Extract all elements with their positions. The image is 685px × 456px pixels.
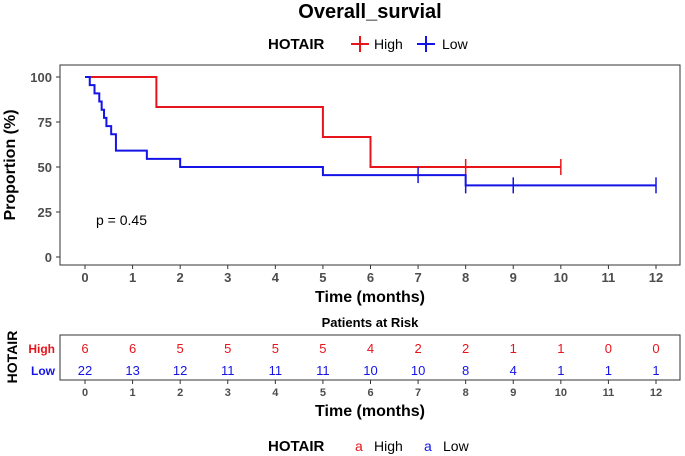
risk-cell-low: 11 (316, 363, 330, 378)
legend-title: HOTAIR (268, 36, 325, 53)
bottom-legend-glyph-low: a (424, 438, 432, 454)
risk-cell-high: 0 (652, 341, 659, 356)
x-tick-label: 6 (367, 270, 374, 285)
legend-label-low: Low (442, 36, 469, 52)
bottom-legend-label-low: Low (443, 438, 470, 454)
risk-cell-high: 6 (129, 341, 136, 356)
risk-x-tick-label: 12 (650, 387, 662, 399)
risk-cell-high: 1 (510, 341, 517, 356)
risk-cell-high: 5 (272, 341, 279, 356)
y-tick-label: 50 (38, 160, 52, 175)
risk-x-tick-label: 2 (177, 387, 183, 399)
risk-cell-high: 2 (414, 341, 421, 356)
risk-cell-low: 22 (78, 363, 92, 378)
risk-cell-low: 13 (125, 363, 139, 378)
risk-cell-high: 6 (81, 341, 88, 356)
survival-curves (85, 76, 657, 194)
legend-key-low (417, 36, 435, 52)
x-tick-label: 8 (462, 270, 469, 285)
risk-cell-high: 5 (224, 341, 231, 356)
y-tick-label: 25 (38, 205, 52, 220)
risk-row-label-high: High (28, 342, 55, 356)
x-tick-label: 0 (81, 270, 88, 285)
risk-x-tick-label: 7 (415, 387, 421, 399)
risk-x-tick-label: 9 (510, 387, 516, 399)
y-axis-label: Proportion (%) (2, 109, 19, 220)
risk-x-tick-label: 8 (463, 387, 469, 399)
risk-cell-high: 1 (557, 341, 564, 356)
risk-x-tick-label: 3 (225, 387, 231, 399)
risk-cell-low: 10 (363, 363, 377, 378)
risk-x-tick-label: 5 (320, 387, 326, 399)
x-tick-label: 4 (272, 270, 280, 285)
x-tick-label: 9 (510, 270, 517, 285)
top-legend: HOTAIR High Low (268, 36, 469, 53)
risk-cell-high: 5 (319, 341, 326, 356)
risk-cell-low: 10 (411, 363, 425, 378)
p-value-annotation: p = 0.45 (96, 212, 147, 228)
x-axis-ticks: 0 1 2 3 4 5 6 7 8 9 10 11 12 (81, 265, 663, 285)
x-tick-label: 1 (129, 270, 136, 285)
x-tick-label: 12 (649, 270, 663, 285)
bottom-legend-label-high: High (374, 438, 403, 454)
y-tick-label: 0 (45, 250, 52, 265)
risk-row-label-low: Low (31, 364, 56, 378)
risk-cell-low: 11 (221, 363, 235, 378)
risk-cell-low: 1 (557, 363, 564, 378)
risk-table-x-label: Time (months) (315, 403, 425, 420)
x-tick-label: 5 (319, 270, 326, 285)
risk-cell-low: 1 (652, 363, 659, 378)
risk-cell-low: 1 (605, 363, 612, 378)
risk-x-tick-label: 11 (603, 387, 615, 399)
risk-table-x-ticks: 0 1 2 3 4 5 6 7 8 9 10 11 12 (82, 380, 662, 399)
y-axis-ticks: 0 25 50 75 100 (30, 70, 60, 265)
bottom-legend-glyph-high: a (355, 438, 363, 454)
survival-curve-low (85, 76, 656, 187)
risk-x-tick-label: 4 (272, 387, 279, 399)
chart-title: Overall_survial (298, 1, 441, 23)
risk-x-tick-label: 0 (82, 387, 88, 399)
risk-x-tick-label: 6 (367, 387, 373, 399)
x-tick-label: 3 (224, 270, 231, 285)
risk-cell-low: 12 (173, 363, 187, 378)
x-axis-label: Time (months) (315, 289, 425, 306)
bottom-legend: HOTAIR a High a Low (268, 438, 470, 455)
risk-cell-low: 4 (510, 363, 517, 378)
risk-cell-high: 2 (462, 341, 469, 356)
risk-table-cells: 6 6 5 5 5 5 4 2 2 1 1 0 022 13 12 11 11 11 10 10 8 4 1 1 1 (78, 341, 660, 378)
risk-x-tick-label: 10 (555, 387, 567, 399)
bottom-legend-title: HOTAIR (268, 438, 325, 455)
risk-cell-high: 0 (605, 341, 612, 356)
risk-cell-low: 8 (462, 363, 469, 378)
x-tick-label: 7 (414, 270, 421, 285)
risk-table-title: Patients at Risk (322, 315, 420, 330)
risk-cell-high: 5 (177, 341, 184, 356)
legend-key-high (351, 36, 369, 52)
risk-cell-low: 11 (269, 363, 283, 378)
legend-label-high: High (374, 36, 403, 52)
risk-cell-high: 4 (367, 341, 374, 356)
x-tick-label: 2 (177, 270, 184, 285)
risk-table-y-label: HOTAIR (4, 331, 20, 384)
x-tick-label: 10 (554, 270, 568, 285)
survival-curve-high (85, 76, 561, 168)
risk-x-tick-label: 1 (130, 387, 136, 399)
y-tick-label: 75 (38, 115, 52, 130)
x-tick-label: 11 (602, 270, 616, 285)
y-tick-label: 100 (30, 70, 52, 85)
